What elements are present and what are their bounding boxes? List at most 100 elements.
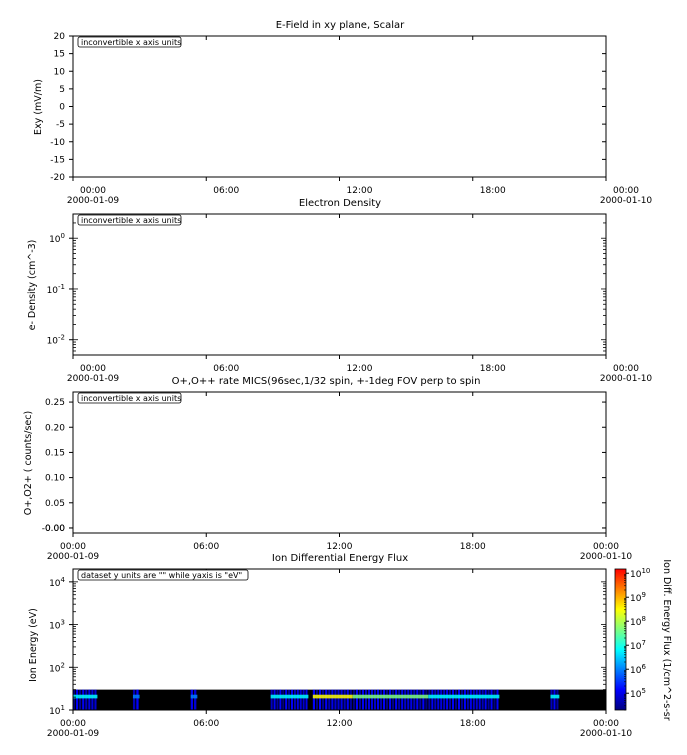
spectrogram-streak xyxy=(355,689,358,710)
y-tick-label: 5 xyxy=(59,85,65,95)
spectrogram-streak xyxy=(484,689,487,710)
y-tick-label: 0.10 xyxy=(45,474,65,484)
y-tick-label: 104 xyxy=(49,576,65,589)
spectrogram-streak xyxy=(305,689,308,710)
spectrogram-streak xyxy=(319,689,322,710)
spectrogram-streak xyxy=(431,689,434,710)
spectrogram-streak-core xyxy=(312,694,353,699)
spectrogram-streak xyxy=(437,689,440,710)
spectrogram-streak xyxy=(361,689,365,710)
y-tick-label: 15 xyxy=(54,50,65,60)
y-tick-label: 0.05 xyxy=(45,499,65,509)
ion-title: Ion Differential Energy Flux xyxy=(272,553,408,564)
spectrogram-streak xyxy=(460,689,463,710)
spectrogram-streak xyxy=(383,689,386,710)
x-tick-label: 06:00 xyxy=(213,364,239,374)
y-tick-label: 10 xyxy=(54,67,66,77)
spectrogram-streak xyxy=(392,689,395,710)
x-tick-label: 00:00 xyxy=(613,364,639,374)
spectrogram-streak xyxy=(428,689,431,710)
spectrogram-streak xyxy=(285,689,288,710)
oxygen-y-label: O+,O2+ ( counts/sec) xyxy=(23,411,34,515)
density-y-label: e- Density (cm^-3) xyxy=(27,240,38,331)
x-tick-label: 00:00 xyxy=(593,719,619,729)
x-tick-label: 00:00 xyxy=(613,186,639,196)
y-tick-label: 100 xyxy=(49,232,65,245)
ion-y-ticks: 104 103 102 101 xyxy=(49,568,606,717)
spectrogram-streak xyxy=(463,689,466,710)
spectrogram-streak xyxy=(373,689,377,710)
spectrogram-streak xyxy=(288,689,291,710)
spectrogram-streak xyxy=(76,689,79,710)
y-tick-label: 0.25 xyxy=(45,398,65,408)
spectrogram-streak-core xyxy=(550,694,560,699)
colorbar-tick-label: 107 xyxy=(630,639,646,652)
y-tick-label: -20 xyxy=(50,173,65,183)
panel-ion-flux: Ion Differential Energy Flux 104 103 102 10… xyxy=(28,553,672,739)
spectrogram-streak xyxy=(85,689,88,710)
spectrogram-streak xyxy=(370,689,374,710)
colorbar-tick-label: 105 xyxy=(630,687,646,700)
spectrogram-streak xyxy=(478,689,481,710)
spectrogram-streak xyxy=(290,689,294,710)
y-tick-label: 0.15 xyxy=(45,448,65,458)
spectrogram-streak xyxy=(389,689,392,710)
y-tick-label: 102 xyxy=(49,661,65,674)
spectrogram-streak xyxy=(416,689,419,710)
oxygen-note: inconvertible x axis units xyxy=(81,394,181,403)
spectrogram-streak xyxy=(358,689,361,710)
colorbar: 1010 109 108 107 106 105 Ion Diff. Energy Flu… xyxy=(614,559,672,721)
x-tick-label: 18:00 xyxy=(480,364,506,374)
spectrogram-streak xyxy=(194,689,197,710)
spectrogram-streak xyxy=(398,689,401,710)
spectrogram-streak xyxy=(395,689,398,710)
spectrogram-streak xyxy=(446,689,449,710)
spectrogram-streak xyxy=(440,689,443,710)
spectrogram-streak xyxy=(328,689,331,710)
spectrogram-streak xyxy=(82,689,85,710)
x-tick-date: 2000-01-10 xyxy=(580,729,633,739)
spectrogram-streak xyxy=(276,689,279,710)
y-tick-label: 10-1 xyxy=(47,283,65,296)
spectrogram-streak xyxy=(472,689,475,710)
x-tick-label: 06:00 xyxy=(213,186,239,196)
spectrogram-streak xyxy=(132,689,136,710)
x-tick-label: 00:00 xyxy=(60,719,86,729)
spectrogram-streak xyxy=(312,689,316,710)
spectrogram-streak xyxy=(419,689,422,710)
spectrogram-streak xyxy=(322,689,325,710)
spectrogram-streak xyxy=(302,689,305,710)
ion-note: dataset y units are "" while yaxis is "e… xyxy=(81,571,242,580)
x-tick-label: 00:00 xyxy=(80,364,106,374)
spectrogram-streak xyxy=(452,689,455,710)
spectrogram-streak xyxy=(73,689,76,710)
spectrogram-streak xyxy=(315,689,319,710)
spectrogram-streak xyxy=(337,689,340,710)
x-tick-label: 18:00 xyxy=(460,542,486,552)
efield-y-label: Exy (mV/m) xyxy=(33,79,44,135)
colorbar-gradient xyxy=(614,568,627,711)
spectrogram-streak xyxy=(88,689,91,710)
oxygen-y-ticks: 0.25 0.20 0.15 0.10 0.05 0.00-0.00 xyxy=(42,398,606,534)
colorbar-label: Ion Diff. Energy Flux (1/cm^2-s-sr xyxy=(661,559,672,720)
y-tick-label: 103 xyxy=(49,619,65,632)
spectrogram-streak xyxy=(79,689,82,710)
spectrogram-streak xyxy=(376,689,380,710)
spectrogram-streak xyxy=(325,689,328,710)
spectrogram-streak xyxy=(367,689,371,710)
x-tick-label: 00:00 xyxy=(593,542,619,552)
x-tick-label: 12:00 xyxy=(327,719,353,729)
x-tick-date: 2000-01-09 xyxy=(47,729,100,739)
colorbar-ticks: 1010 109 108 107 106 105 xyxy=(624,567,650,711)
x-tick-label: 06:00 xyxy=(193,542,219,552)
x-tick-date: 2000-01-10 xyxy=(600,374,653,384)
colorbar-tick-label: 1010 xyxy=(630,567,650,580)
x-tick-label: 12:00 xyxy=(327,542,353,552)
spectrogram-streak xyxy=(190,689,194,710)
spectrogram-streak-core xyxy=(428,694,500,699)
ion-spectrogram xyxy=(73,689,606,710)
spectrogram-streak xyxy=(469,689,472,710)
